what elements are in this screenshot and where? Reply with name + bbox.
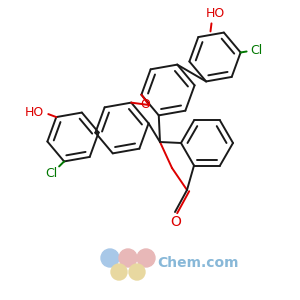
Circle shape bbox=[129, 264, 145, 280]
Text: HO: HO bbox=[206, 7, 225, 20]
Circle shape bbox=[111, 264, 127, 280]
Circle shape bbox=[137, 249, 155, 267]
Circle shape bbox=[101, 249, 119, 267]
Circle shape bbox=[119, 249, 137, 267]
Text: Cl: Cl bbox=[45, 167, 57, 180]
Text: Chem.com: Chem.com bbox=[157, 256, 238, 270]
Text: HO: HO bbox=[25, 106, 44, 118]
Text: O: O bbox=[140, 98, 150, 110]
Text: O: O bbox=[171, 215, 182, 229]
Text: Cl: Cl bbox=[250, 44, 263, 57]
